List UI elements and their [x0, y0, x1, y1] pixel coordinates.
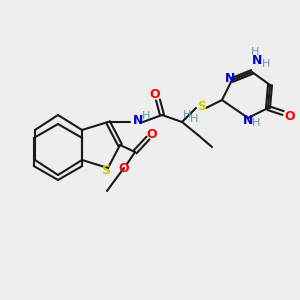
Text: O: O: [150, 88, 160, 100]
Text: H: H: [183, 110, 191, 120]
Text: O: O: [119, 161, 129, 175]
Text: O: O: [285, 110, 295, 122]
Text: N: N: [252, 53, 262, 67]
Text: O: O: [147, 128, 157, 142]
Text: H: H: [142, 111, 150, 121]
Text: H: H: [251, 47, 259, 57]
Text: H: H: [190, 114, 198, 124]
Text: H: H: [252, 118, 260, 128]
Text: S: S: [101, 164, 110, 176]
Text: N: N: [133, 113, 143, 127]
Text: N: N: [225, 71, 235, 85]
Text: N: N: [243, 113, 253, 127]
Text: S: S: [197, 100, 206, 112]
Text: H: H: [262, 59, 270, 69]
